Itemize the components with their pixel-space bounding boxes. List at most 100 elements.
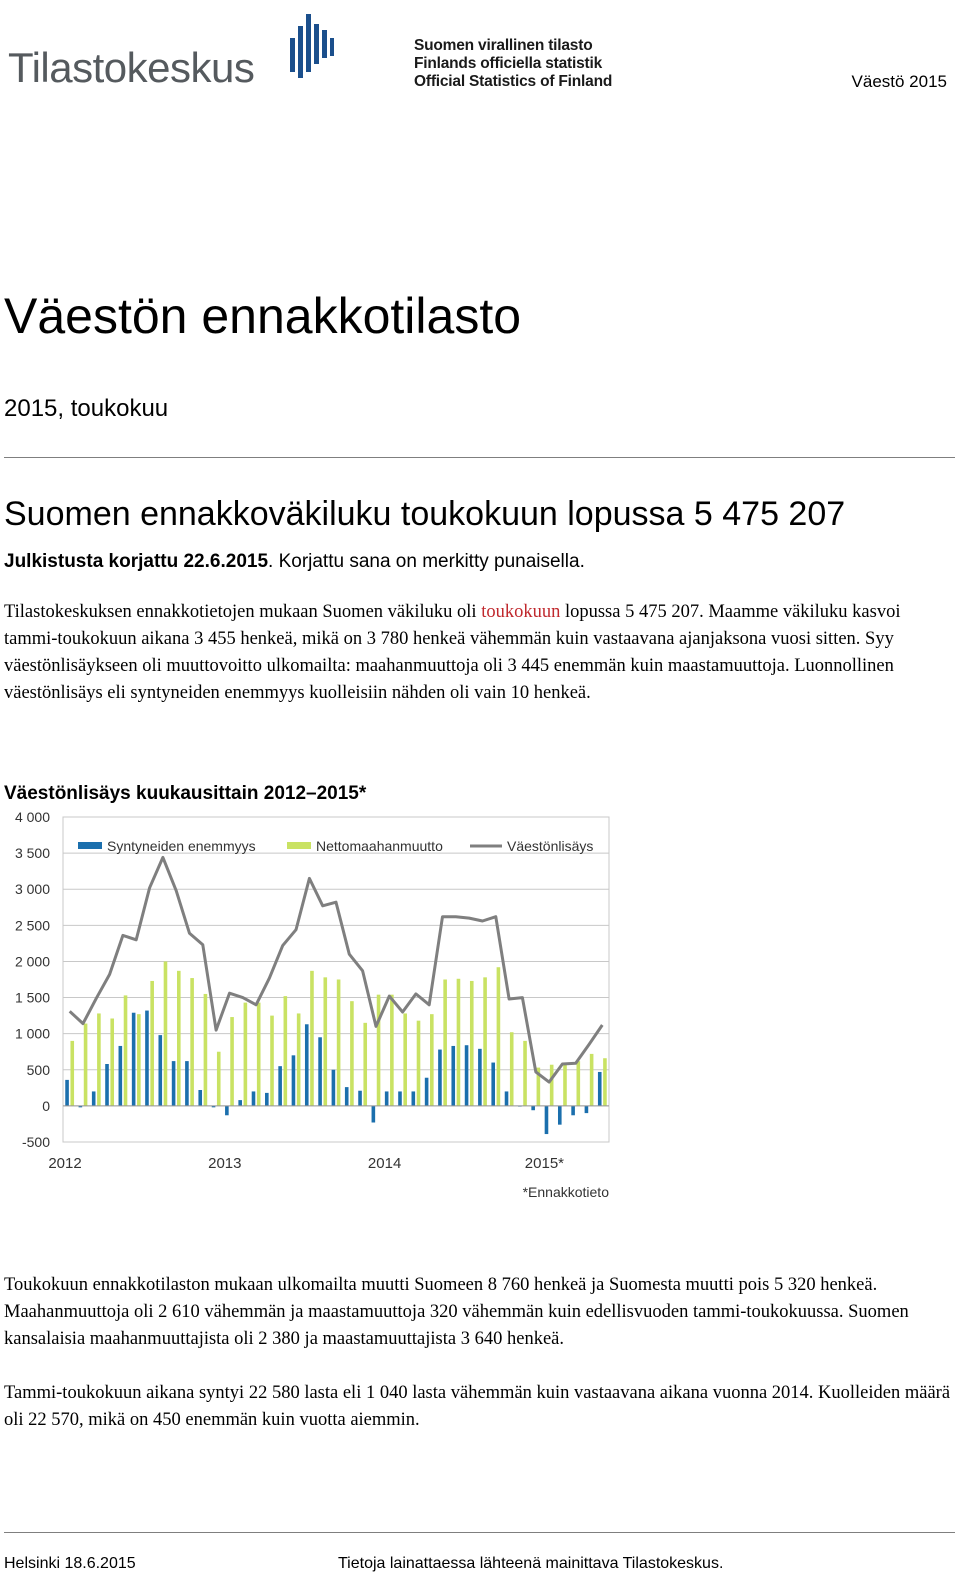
births-surplus-bar bbox=[451, 1045, 456, 1106]
births-surplus-bar bbox=[478, 1048, 482, 1106]
chart-grid bbox=[62, 816, 610, 1143]
footer-citation-note: Tietoja lainattaessa lähteenä mainittava… bbox=[338, 1555, 724, 1572]
net-migration-bar bbox=[310, 970, 314, 1106]
net-migration-bar bbox=[363, 1022, 368, 1106]
net-migration-bar bbox=[390, 994, 394, 1106]
intro-paragraph: Tilastokeskuksen ennakkotietojen mukaan … bbox=[4, 599, 956, 707]
population-growth-chart: -500 0 500 1 000 1 500 2 000 2 500 3 000 3 500 4 … bbox=[15, 809, 610, 1200]
net-migration-bar bbox=[430, 1014, 434, 1106]
chart-bars bbox=[65, 961, 607, 1135]
births-surplus-bar bbox=[318, 1037, 322, 1106]
footer-divider bbox=[4, 1532, 955, 1533]
net-migration-bar bbox=[350, 1001, 354, 1106]
births-surplus-bar bbox=[211, 1105, 216, 1108]
births-surplus-bar bbox=[304, 1024, 309, 1106]
y-tick-label: 3 500 bbox=[15, 845, 50, 861]
births-surplus-bar bbox=[65, 1079, 69, 1106]
divider bbox=[4, 457, 955, 458]
births-surplus-bar bbox=[464, 1045, 469, 1106]
footer-place-date: Helsinki 18.6.2015 bbox=[4, 1555, 136, 1572]
births-surplus-bar bbox=[597, 1071, 602, 1106]
net-migration-bar bbox=[176, 970, 181, 1106]
births-surplus-bar bbox=[78, 1105, 83, 1108]
y-tick-label: 0 bbox=[42, 1098, 50, 1114]
births-surplus-bar bbox=[584, 1105, 589, 1114]
correction-note: Julkistusta korjattu 22.6.2015. Korjattu… bbox=[4, 551, 585, 573]
net-migration-bar bbox=[536, 1067, 541, 1106]
chart-legend: Syntyneiden enemmyys Nettomaahanmuutto Väe… bbox=[78, 838, 593, 854]
tagline-line-sv: Finlands officiella statistik bbox=[414, 55, 602, 72]
document-period: 2015, toukokuu bbox=[4, 395, 169, 422]
corrected-word: toukokuun bbox=[481, 602, 561, 622]
net-migration-bar bbox=[137, 1014, 141, 1106]
net-migration-bar bbox=[203, 993, 208, 1106]
net-migration-bar bbox=[416, 1020, 421, 1106]
net-migration-bar bbox=[469, 980, 474, 1106]
chart-line bbox=[68, 855, 604, 1084]
births-surplus-bar bbox=[251, 1091, 256, 1106]
net-migration-bar bbox=[336, 979, 341, 1106]
births-surplus-bar bbox=[531, 1105, 535, 1111]
births-surplus-bar bbox=[198, 1090, 203, 1106]
net-migration-bar bbox=[549, 1064, 554, 1106]
births-surplus-bar bbox=[438, 1049, 442, 1106]
net-migration-bar bbox=[97, 1013, 101, 1106]
births-surplus-bar bbox=[278, 1066, 282, 1106]
net-migration-bar bbox=[563, 1064, 567, 1106]
y-tick-label: 4 000 bbox=[15, 809, 50, 825]
net-migration-bar bbox=[270, 1015, 274, 1106]
net-migration-bar bbox=[230, 1017, 234, 1106]
population-growth-line bbox=[68, 855, 604, 1084]
tilastokeskus-logo bbox=[290, 14, 334, 78]
births-surplus-bar bbox=[544, 1105, 549, 1135]
births-surplus-bar bbox=[411, 1091, 416, 1106]
births-surplus-bar bbox=[557, 1105, 562, 1125]
preliminary-note: *Ennakkotieto bbox=[523, 1184, 610, 1200]
net-migration-bar bbox=[110, 1018, 115, 1106]
births-surplus-bar bbox=[91, 1091, 96, 1106]
births-surplus-bar bbox=[171, 1061, 176, 1106]
tagline-line-en: Official Statistics of Finland bbox=[414, 73, 613, 90]
legend-label: Syntyneiden enemmyys bbox=[107, 838, 256, 854]
legend-swatch bbox=[78, 842, 102, 849]
migration-paragraph: Toukokuun ennakkotilaston mukaan ulkomai… bbox=[4, 1275, 909, 1349]
births-surplus-bar bbox=[238, 1100, 242, 1106]
headline: Suomen ennakkoväkiluku toukokuun lopussa… bbox=[4, 495, 846, 533]
correction-date: Julkistusta korjattu 22.6.2015 bbox=[4, 551, 269, 572]
net-migration-bar bbox=[150, 980, 154, 1106]
births-surplus-bar bbox=[491, 1062, 496, 1106]
net-migration-bar bbox=[376, 994, 381, 1106]
net-migration-bar bbox=[216, 1051, 221, 1106]
net-migration-bar bbox=[70, 1040, 75, 1106]
x-year-label: 2012 bbox=[48, 1155, 81, 1172]
net-migration-bar bbox=[283, 996, 288, 1106]
births-surplus-bar bbox=[145, 1010, 149, 1106]
document-title: Väestön ennakkotilasto bbox=[4, 288, 522, 344]
net-migration-bar bbox=[243, 1002, 248, 1106]
official-statistics-tagline: Suomen virallinen tilasto Finlands offic… bbox=[414, 37, 612, 91]
births-surplus-bar bbox=[331, 1069, 336, 1106]
net-migration-bar bbox=[256, 1002, 261, 1106]
births-surplus-bar bbox=[571, 1105, 575, 1116]
births-surplus-bar bbox=[291, 1055, 296, 1106]
logo-wordmark: Tilastokeskus bbox=[8, 44, 255, 91]
y-tick-label: 2 500 bbox=[15, 917, 50, 933]
net-migration-bar bbox=[496, 967, 501, 1106]
births-surplus-bar bbox=[344, 1087, 349, 1106]
net-migration-bar bbox=[83, 1023, 88, 1106]
chart-heading: Väestönlisäys kuukausittain 2012–2015* bbox=[4, 783, 367, 804]
x-year-label: 2015* bbox=[525, 1155, 564, 1172]
net-migration-bar bbox=[483, 977, 487, 1106]
logo-bars-icon bbox=[290, 14, 334, 78]
plot-frame bbox=[62, 816, 610, 1143]
x-year-label: 2013 bbox=[208, 1155, 241, 1172]
births-surplus-bar bbox=[185, 1061, 189, 1106]
births-surplus-bar bbox=[371, 1105, 376, 1123]
net-migration-bar bbox=[509, 1032, 514, 1106]
net-migration-bar bbox=[190, 978, 194, 1106]
net-migration-bar bbox=[163, 961, 168, 1106]
y-tick-label: 3 000 bbox=[15, 881, 50, 897]
net-migration-bar bbox=[576, 1061, 581, 1106]
net-migration-bar bbox=[603, 1058, 607, 1106]
series-label: Väestö 2015 bbox=[851, 72, 947, 91]
